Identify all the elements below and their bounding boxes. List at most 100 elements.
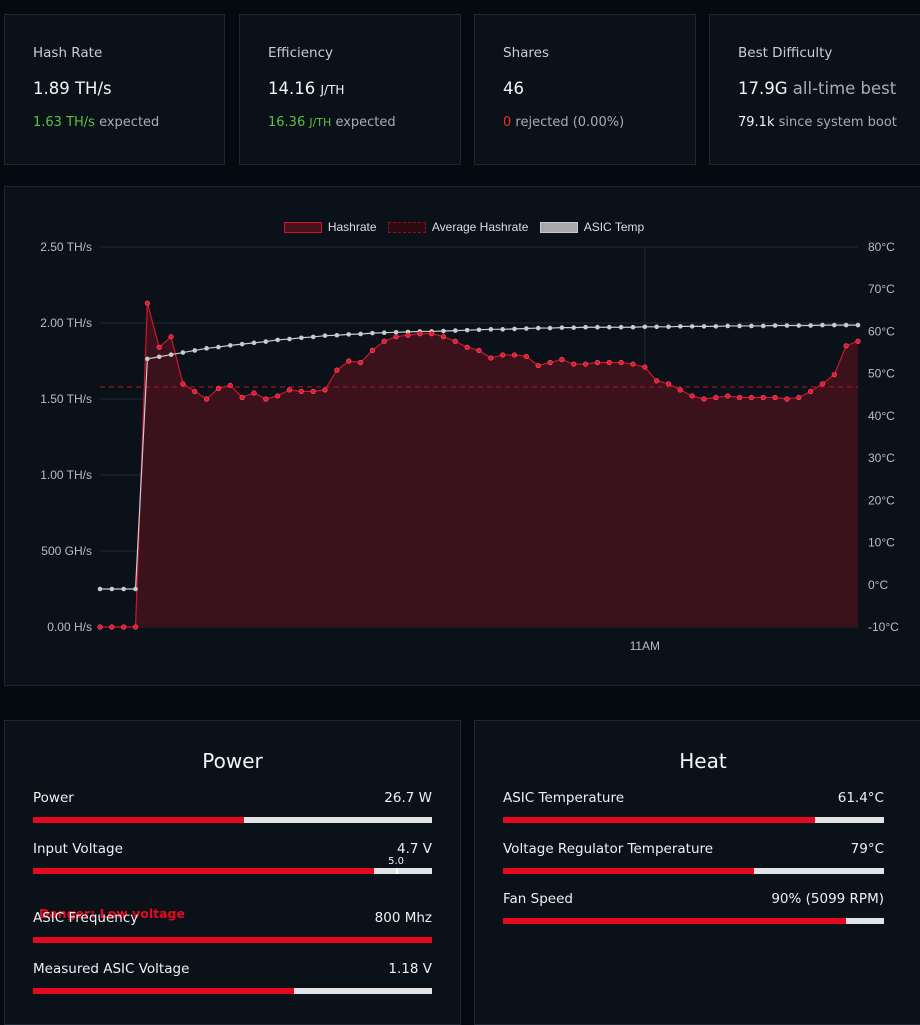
asic-temp-point xyxy=(121,586,126,592)
power-bar xyxy=(33,817,432,823)
asic-temp-point xyxy=(654,324,659,330)
asic-temp-point xyxy=(180,350,186,355)
legend-item-average-hashrate[interactable]: Average Hashrate xyxy=(387,220,528,234)
asic-temp-swatch-icon xyxy=(539,221,578,233)
hashrate-point xyxy=(511,352,518,358)
hashrate-point xyxy=(772,394,778,401)
stat-label: Shares xyxy=(503,45,549,61)
hashrate-point xyxy=(180,381,186,387)
y-right-tick-label: -10°C xyxy=(868,620,899,634)
heat-title: Heat xyxy=(679,749,727,773)
input-voltage-bar: 5.0 Danger: Low voltage xyxy=(33,856,432,921)
stat-value: 1.89 TH/s xyxy=(33,79,112,98)
metric-label: ASIC Temperature xyxy=(503,790,625,806)
asic-temp-point xyxy=(524,326,529,331)
hashrate-point xyxy=(523,353,529,360)
chart-legend: Hashrate Average Hashrate ASIC Temp xyxy=(5,220,920,236)
asic-temp-point xyxy=(630,324,636,330)
hashrate-point xyxy=(547,359,553,366)
asic-temp-point xyxy=(476,327,482,333)
metric-value: 26.7 W xyxy=(384,790,432,806)
metric-label: Measured ASIC Voltage xyxy=(33,961,190,977)
hashrate-point xyxy=(121,624,127,630)
asic-temp-point xyxy=(464,327,470,333)
hashrate-point xyxy=(393,334,399,340)
asic-temp-point xyxy=(512,326,517,332)
input-voltage-bar-fill xyxy=(33,868,375,874)
hashrate-point xyxy=(369,347,376,353)
stat-card-shares: Shares 46 0 rejected (0.00%) xyxy=(474,14,696,165)
y-right-tick-label: 60°C xyxy=(868,324,895,338)
hashrate-point xyxy=(760,394,766,401)
hashrate-point xyxy=(452,338,458,344)
hashrate-point xyxy=(203,396,210,402)
power-title: Power xyxy=(202,749,263,773)
hashrate-point xyxy=(215,385,222,391)
hashrate-point xyxy=(677,387,683,393)
hashrate-point xyxy=(405,332,411,338)
y-left-tick-label: 0.00 H/s xyxy=(47,620,92,634)
low-voltage-warning: Danger: Low voltage xyxy=(39,906,185,921)
asic-temp-point xyxy=(109,586,115,592)
stat-card-best-difficulty: Best Difficulty 17.9G all-time best 79.1… xyxy=(709,14,920,165)
hashrate-point xyxy=(334,367,340,373)
hashrate-point xyxy=(298,388,304,394)
hashrate-point xyxy=(500,352,506,358)
metric-label: Fan Speed xyxy=(503,891,573,907)
hashrate-chart[interactable]: 0.00 H/s 500 GH/s 1.00 TH/s 1.50 TH/s 2.00 T… xyxy=(5,187,920,685)
stat-card-hash-rate: Hash Rate 1.89 TH/s 1.63 TH/s expected xyxy=(4,14,225,165)
hashrate-point xyxy=(251,390,257,396)
nominal-voltage-tick xyxy=(396,868,399,874)
metric-value: 800 Mhz xyxy=(374,910,432,926)
asic-temp-point xyxy=(571,325,577,330)
hashrate-point xyxy=(275,393,281,399)
asic-temp-point xyxy=(358,331,363,337)
asic-temp-point xyxy=(784,323,790,328)
y-right-tick-label: 70°C xyxy=(868,282,895,296)
hashrate-point xyxy=(357,359,364,366)
asic-temp-point xyxy=(346,332,352,337)
hashrate-point xyxy=(642,364,648,370)
metric-power: Power 26.7 W xyxy=(33,790,432,823)
hashrate-point xyxy=(725,393,731,399)
vr-temperature-bar-fill xyxy=(503,868,755,874)
metric-value: 79°C xyxy=(850,841,884,857)
asic-temperature-bar-fill xyxy=(503,817,816,823)
hashrate-point xyxy=(736,394,743,401)
asic-frequency-bar-fill xyxy=(33,937,432,943)
stat-label: Efficiency xyxy=(268,45,334,61)
asic-frequency-bar xyxy=(33,937,432,943)
hashrate-point xyxy=(227,382,233,388)
asic-temp-point xyxy=(204,346,209,351)
x-tick-label: 11AM xyxy=(630,639,660,653)
hashrate-point xyxy=(748,394,755,401)
hashrate-point xyxy=(97,624,103,630)
legend-item-asic-temp[interactable]: ASIC Temp xyxy=(539,220,644,234)
y-left-tick-label: 1.00 TH/s xyxy=(40,468,92,482)
metric-value: 90% (5099 RPM) xyxy=(771,891,884,907)
asic-temp-point xyxy=(678,324,683,329)
hashrate-point xyxy=(689,393,695,399)
hashrate-point xyxy=(701,396,707,402)
hashrate-point xyxy=(665,381,672,387)
hashrate-point xyxy=(464,344,470,350)
stat-value: 14.16 J/TH xyxy=(268,79,345,98)
hashrate-point xyxy=(192,388,198,394)
hashrate-point xyxy=(346,358,352,364)
hashrate-chart-card: Hashrate Average Hashrate ASIC Temp 0.00… xyxy=(4,186,920,686)
y-right-tick-label: 40°C xyxy=(868,409,895,423)
asic-temp-point xyxy=(713,324,719,329)
stat-sub: 16.36 J/TH expected xyxy=(268,115,396,130)
asic-temp-point xyxy=(97,586,103,592)
y-right-tick-label: 80°C xyxy=(868,240,895,254)
asic-temp-point xyxy=(310,334,316,340)
measured-asic-voltage-bar xyxy=(33,988,432,994)
hashrate-point xyxy=(310,388,316,394)
asic-temp-point xyxy=(583,324,588,330)
metric-asic-frequency: ASIC Frequency 800 Mhz xyxy=(33,910,432,943)
metric-measured-asic-voltage: Measured ASIC Voltage 1.18 V xyxy=(33,961,432,994)
asic-temp-point xyxy=(772,323,778,328)
hashrate-point xyxy=(796,394,802,401)
y-left-tick-label: 1.50 TH/s xyxy=(40,392,92,406)
legend-item-hashrate[interactable]: Hashrate xyxy=(283,220,377,234)
